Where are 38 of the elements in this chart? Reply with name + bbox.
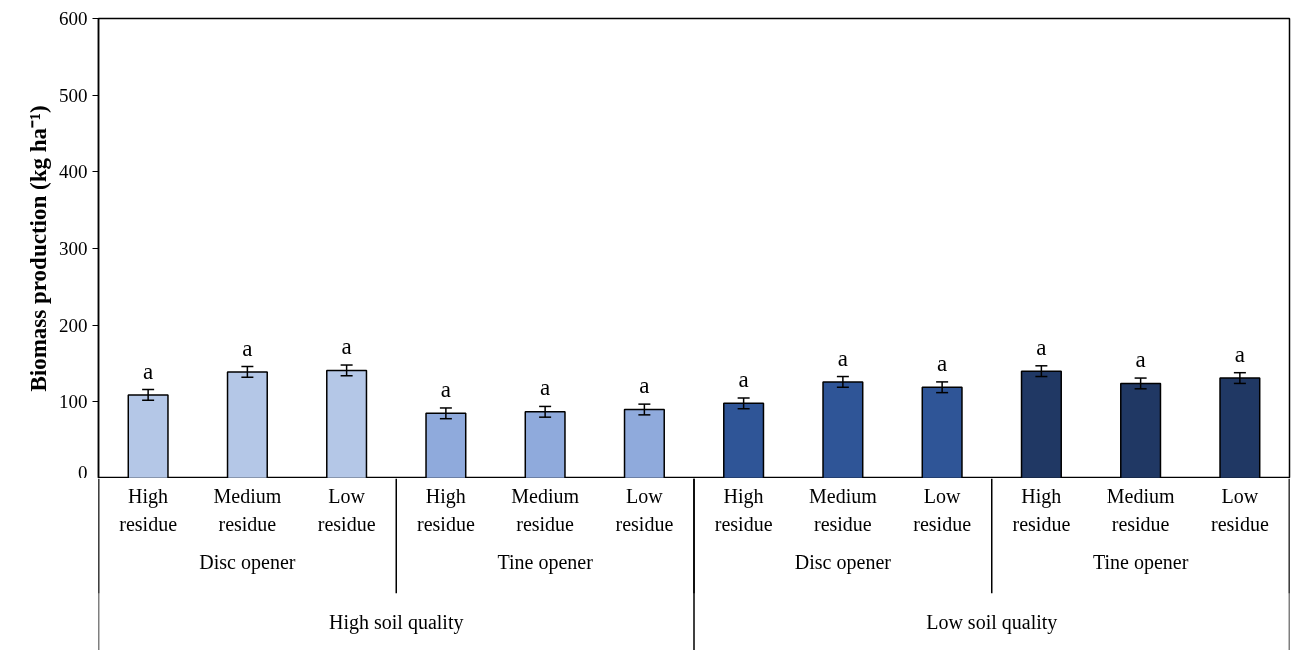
x-tick-label: High residue bbox=[714, 485, 773, 535]
data-label: a bbox=[1036, 334, 1047, 360]
x-tick-label: Low residue bbox=[1211, 485, 1269, 535]
y-tick-label: 200 bbox=[59, 314, 88, 336]
text: Tine opener bbox=[497, 550, 594, 574]
data-label: a bbox=[143, 358, 154, 384]
y-axis-title: Biomass production (kg ha⁻¹) bbox=[26, 105, 51, 392]
data-label: a bbox=[639, 373, 650, 399]
y-tick-label: 0 bbox=[78, 461, 88, 483]
data-label: a bbox=[1135, 347, 1146, 373]
y-tick-label: 600 bbox=[59, 8, 88, 29]
x-tick-label: High residue bbox=[1012, 485, 1071, 535]
x-tick-label: High residue bbox=[119, 485, 178, 535]
x-tick-label: Medium residue bbox=[808, 485, 878, 535]
data-label: a bbox=[540, 375, 551, 401]
data-label: a bbox=[242, 335, 253, 361]
y-tick-label: 300 bbox=[59, 238, 88, 259]
x-tick-label: High residue bbox=[417, 485, 475, 535]
text: Low soil quality bbox=[926, 610, 1058, 634]
data-label: a bbox=[937, 350, 948, 376]
x-tick-label: Medium residue bbox=[511, 485, 580, 535]
y-tick-label: 500 bbox=[59, 84, 88, 106]
x-tick-label: Medium residue bbox=[213, 485, 282, 535]
text: Tine opener bbox=[1092, 550, 1189, 574]
x-tick-label: Low residue bbox=[913, 485, 972, 535]
text: High soil quality bbox=[329, 610, 464, 634]
x-tick-label: Low residue bbox=[615, 485, 674, 535]
x-tick-label: Medium residue bbox=[1106, 485, 1175, 535]
data-label: a bbox=[440, 376, 451, 402]
data-label: a bbox=[1234, 341, 1245, 367]
y-tick-label: 400 bbox=[59, 161, 88, 183]
text: Disc opener bbox=[199, 550, 296, 574]
text: Disc opener bbox=[794, 550, 892, 574]
y-tick-label: 100 bbox=[59, 391, 88, 413]
data-label: a bbox=[837, 345, 848, 371]
data-label: a bbox=[341, 334, 352, 360]
x-tick-label: Low residue bbox=[317, 485, 376, 535]
data-label: a bbox=[738, 367, 749, 392]
